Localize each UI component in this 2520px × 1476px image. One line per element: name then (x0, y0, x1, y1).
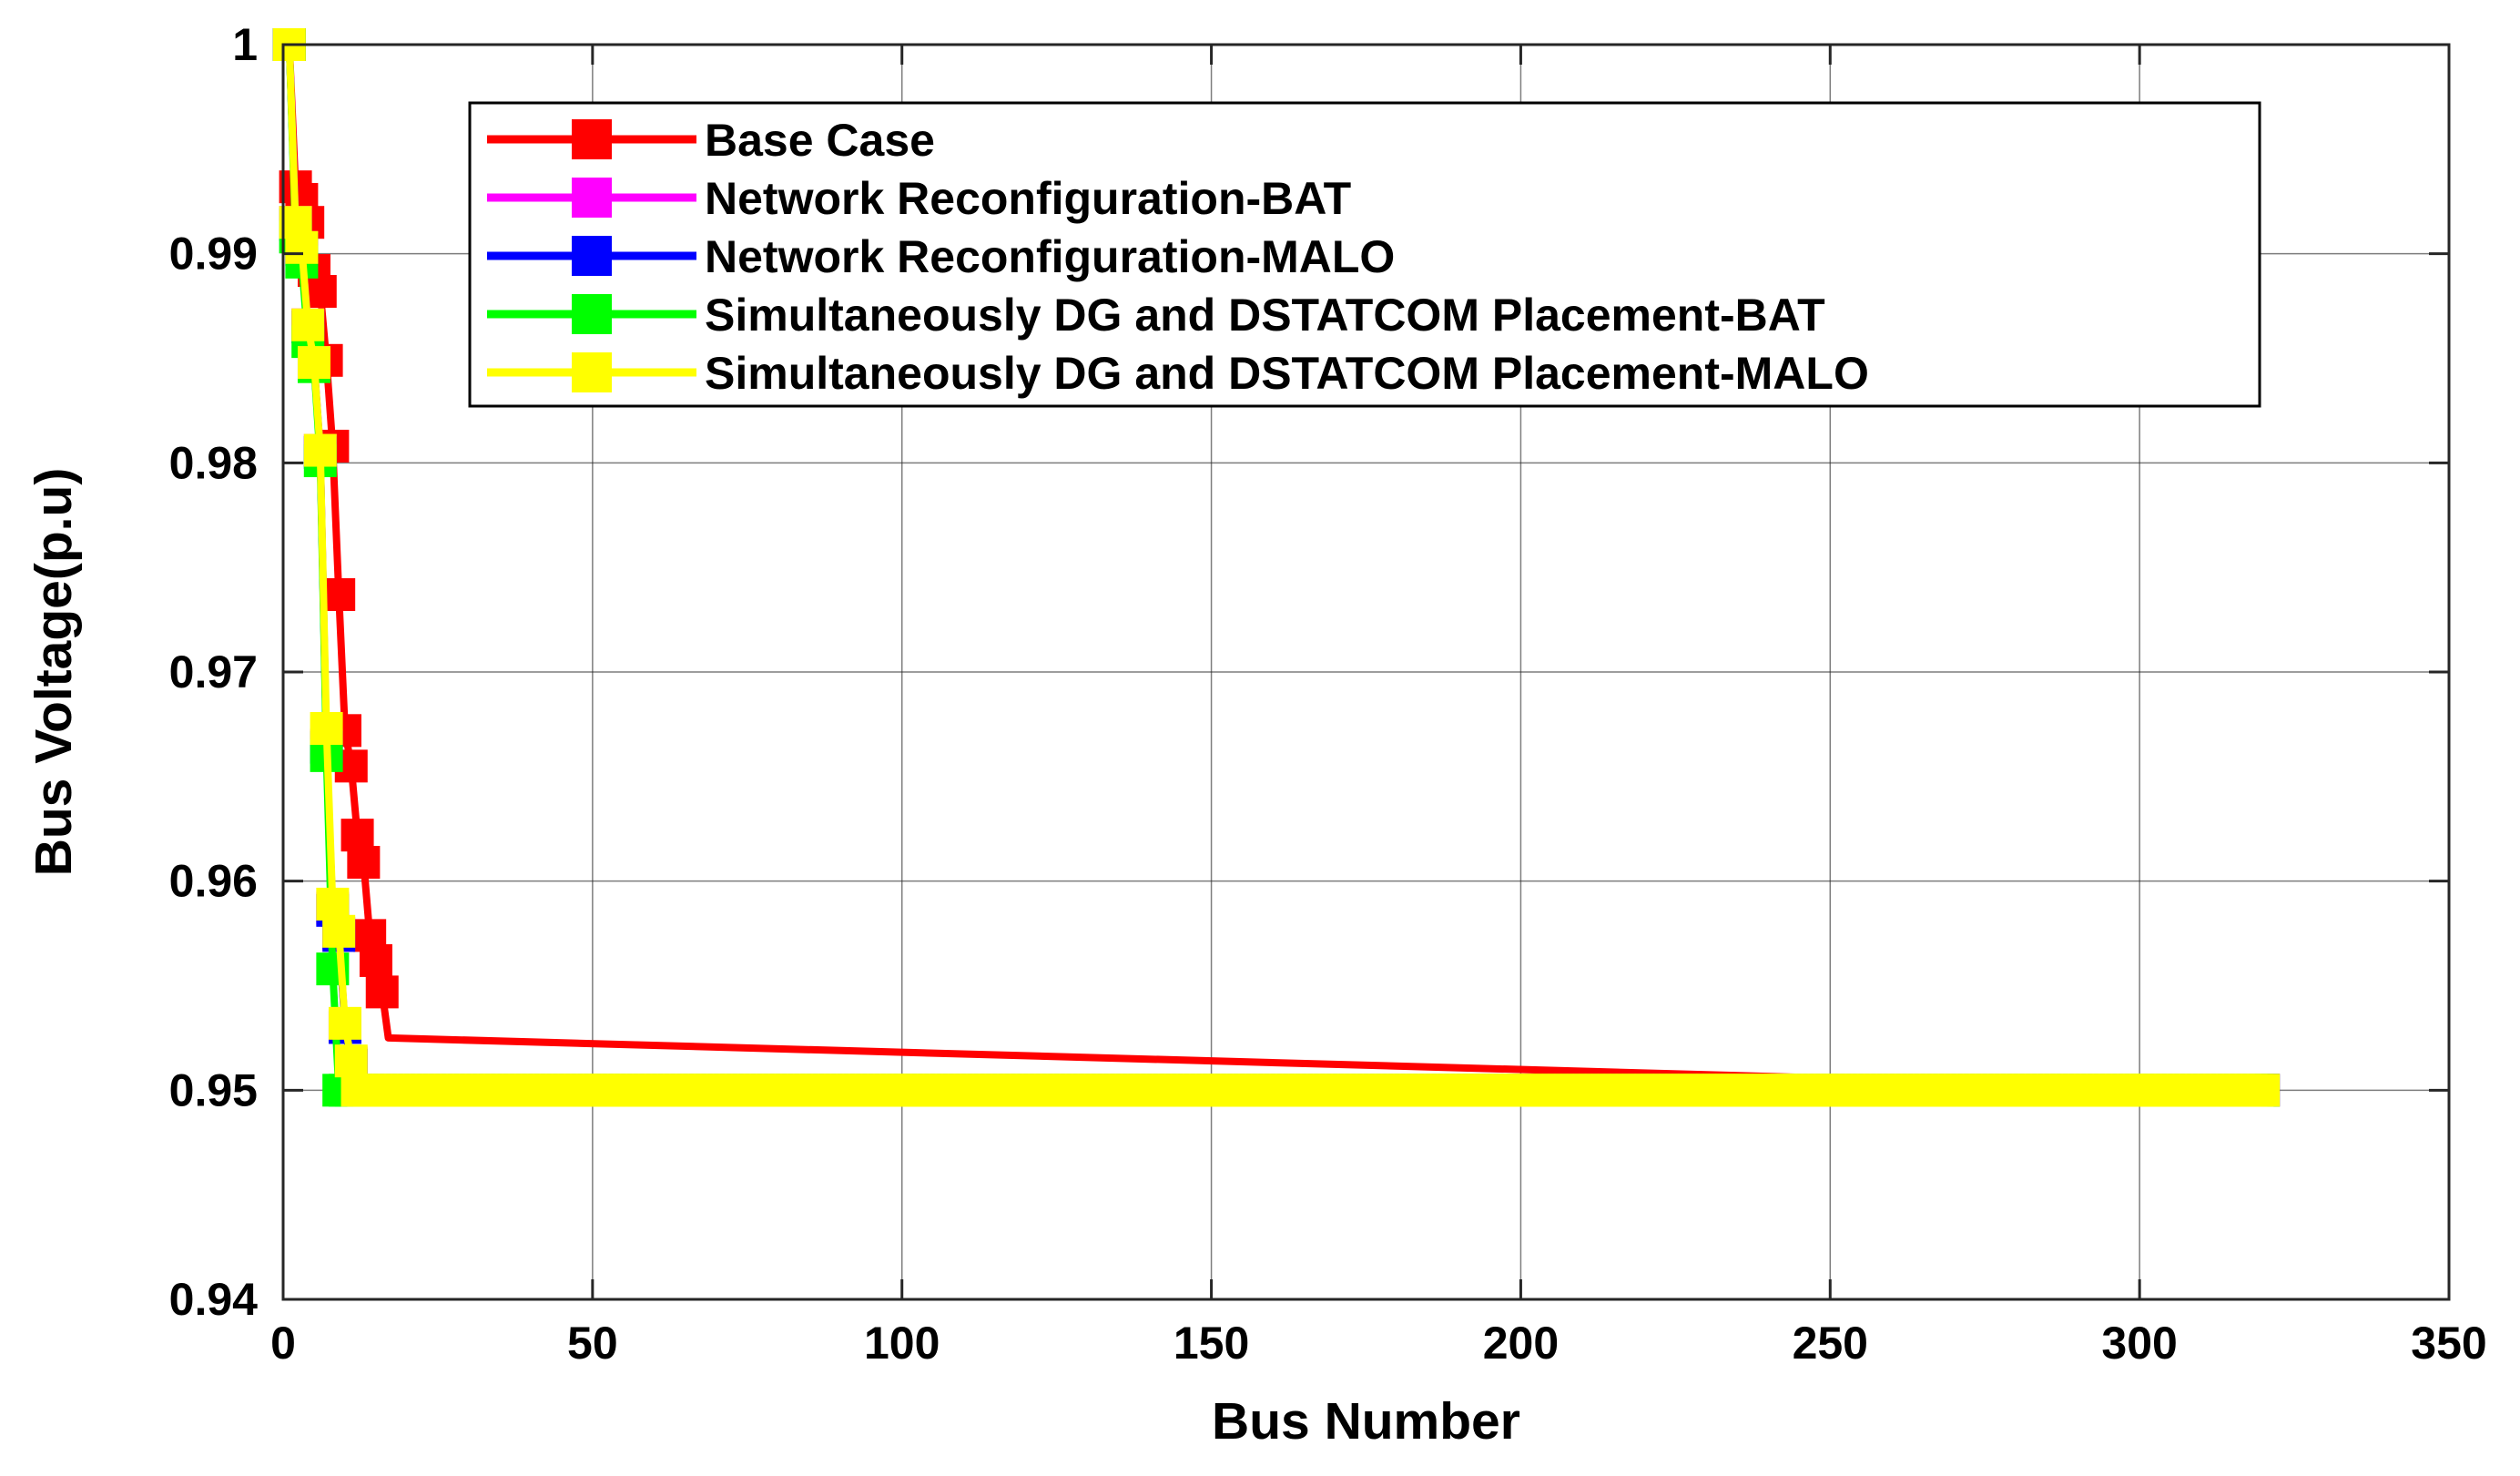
y-tick-label: 0.99 (169, 229, 258, 280)
legend-label: Simultaneously DG and DSTATCOM Placement… (705, 348, 1869, 399)
y-tick-label: 0.97 (169, 646, 258, 697)
data-point (334, 1044, 368, 1078)
data-point (303, 433, 337, 467)
legend-label: Network Reconfiguration-MALO (705, 231, 1395, 282)
data-point (322, 914, 356, 948)
x-axis-label: Bus Number (1212, 1392, 1520, 1451)
data-point (359, 943, 392, 977)
y-tick-label: 1 (232, 19, 258, 70)
x-tick-label: 100 (864, 1318, 940, 1369)
axis-ticks: 0 50 100 150 200 250 300 350 0.94 0.95 0.96 0.97 0.9… (169, 19, 2487, 1369)
y-tick-label: 0.98 (169, 437, 258, 488)
legend-box (468, 101, 2261, 408)
data-point (347, 845, 381, 879)
x-tick-label: 150 (1174, 1318, 1249, 1369)
data-point (322, 578, 356, 612)
y-tick-label: 0.95 (169, 1064, 258, 1115)
data-point (328, 1006, 361, 1040)
legend-marker-swatch (572, 352, 612, 392)
legend-marker-swatch (572, 119, 612, 159)
data-point (2247, 1074, 2281, 1107)
data-point (365, 975, 399, 1009)
y-axis-label: Bus Voltage(p.u) (25, 468, 83, 877)
legend-label: Base Case (705, 115, 935, 166)
legend-item: Simultaneously DG and DSTATCOM Placement… (487, 348, 1869, 399)
legend-item: Network Reconfiguration-MALO (487, 231, 1395, 282)
x-tick-label: 350 (2411, 1318, 2486, 1369)
data-point (291, 308, 325, 341)
legend-marker-swatch (572, 178, 612, 218)
legend-label: Simultaneously DG and DSTATCOM Placement… (705, 290, 1825, 341)
series-layer (272, 28, 2281, 1107)
data-point (310, 712, 343, 746)
legend-item: Simultaneously DG and DSTATCOM Placement… (487, 290, 1825, 341)
y-tick-label: 0.94 (169, 1274, 259, 1325)
legend-item: Base Case (487, 115, 935, 166)
legend: Base Case Network Reconfiguration-BAT Netw… (468, 101, 2261, 408)
x-tick-label: 300 (2101, 1318, 2177, 1369)
y-tick-label: 0.96 (169, 856, 258, 907)
x-tick-label: 0 (270, 1318, 296, 1369)
legend-marker-swatch (572, 294, 612, 334)
legend-marker-swatch (572, 236, 612, 276)
data-point (285, 230, 319, 264)
x-tick-label: 250 (1793, 1318, 1868, 1369)
series-4 (272, 28, 2281, 1107)
x-tick-label: 50 (567, 1318, 618, 1369)
legend-item: Network Reconfiguration-BAT (487, 173, 1351, 224)
data-point (297, 346, 330, 380)
legend-label: Network Reconfiguration-BAT (705, 173, 1351, 224)
x-tick-label: 200 (1483, 1318, 1559, 1369)
